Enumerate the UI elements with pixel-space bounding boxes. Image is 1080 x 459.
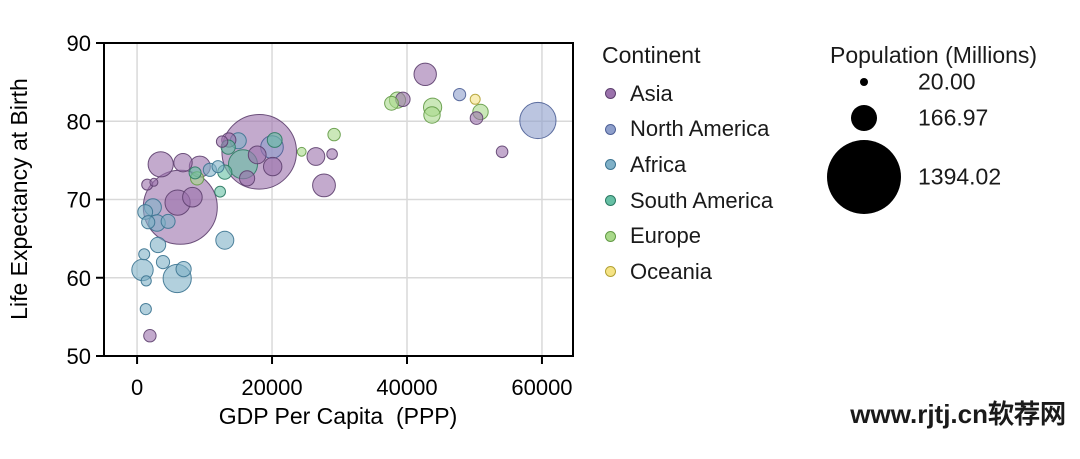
legend-swatch-oceania-icon	[605, 266, 616, 278]
data-point-south-america	[266, 132, 283, 148]
x-tick-label: 20000	[241, 375, 302, 400]
data-point-asia	[173, 153, 193, 173]
continent-legend-title: Continent	[602, 42, 701, 68]
data-point-asia	[143, 329, 157, 343]
x-tick-label: 40000	[376, 375, 437, 400]
legend-item-south-america: South America	[602, 183, 773, 219]
size-legend-dot-icon	[859, 77, 869, 87]
data-point-africa	[211, 160, 225, 174]
data-point-asia	[149, 177, 159, 187]
legend-swatch-europe-icon	[605, 230, 616, 242]
data-point-africa	[160, 213, 176, 229]
data-point-africa	[149, 236, 167, 254]
y-tick-label: 90	[67, 31, 91, 56]
data-point-asia	[312, 173, 336, 198]
data-point-africa	[155, 255, 171, 270]
legend-item-label: Europe	[630, 223, 701, 249]
data-point-oceania	[469, 93, 481, 105]
data-point-asia	[247, 145, 267, 165]
data-point-africa	[215, 230, 235, 250]
data-point-africa	[138, 248, 151, 261]
watermark-text: www.rjtj.cn软荐网	[850, 399, 1066, 429]
y-tick-label: 50	[67, 344, 91, 369]
y-tick-label: 60	[67, 266, 91, 291]
legend-item-label: South America	[630, 187, 774, 213]
data-point-asia	[263, 156, 283, 177]
legend-swatch-asia-icon	[605, 88, 616, 100]
legend-item-north-america: North America	[602, 112, 773, 148]
x-tick-label: 0	[131, 375, 143, 400]
y-axis-title: Life Expectancy at Birth	[6, 78, 32, 320]
legend-item-label: North America	[630, 116, 770, 142]
data-point-asia	[495, 145, 509, 159]
size-legend-title: Population (Millions)	[830, 42, 1038, 68]
data-point-asia	[182, 186, 203, 208]
data-point-asia	[147, 151, 174, 178]
data-point-south-america	[214, 185, 227, 198]
data-point-south-america	[188, 166, 202, 180]
legend-item-label: Asia	[630, 80, 673, 106]
y-tick-label: 80	[67, 109, 91, 134]
data-point-africa	[141, 215, 156, 230]
y-tick-label: 70	[67, 188, 91, 213]
data-point-africa	[175, 261, 192, 278]
scatter-plot: 0 20000 40000 60000 50 60 70 80 90 GDP Per Capit…	[6, 31, 574, 429]
data-point-asia	[215, 135, 229, 148]
data-points	[131, 62, 557, 343]
legend-swatch-north-america-icon	[605, 123, 616, 135]
continent-legend-items: Asia North America Africa South America Euro…	[602, 76, 773, 290]
x-tick-label: 60000	[511, 375, 572, 400]
legend-item-europe: Europe	[602, 218, 773, 254]
data-point-africa	[139, 303, 152, 316]
legend-item-africa: Africa	[602, 147, 773, 183]
data-point-asia	[413, 62, 437, 87]
size-legend-dot-icon	[851, 105, 877, 131]
legend-swatch-south-america-icon	[605, 195, 616, 207]
data-point-europe	[296, 146, 307, 157]
legend-item-label: Africa	[630, 151, 687, 177]
legend-item-label: Oceania	[630, 258, 712, 284]
data-point-asia	[469, 111, 484, 125]
legend-item-oceania: Oceania	[602, 254, 773, 290]
data-point-europe	[423, 106, 441, 124]
data-point-europe	[327, 127, 341, 142]
size-legend-value: 20.00	[918, 68, 976, 95]
size-legend-value: 166.97	[918, 104, 989, 131]
data-point-north-america	[453, 88, 467, 102]
axis-tick-labels: 0 20000 40000 60000 50 60 70 80 90	[67, 31, 573, 400]
data-point-europe	[384, 95, 399, 111]
data-point-asia	[326, 148, 338, 160]
legend-item-asia: Asia	[602, 76, 773, 112]
size-legend-dot-icon	[826, 139, 902, 215]
data-point-asia	[306, 147, 326, 166]
data-point-asia	[239, 170, 256, 187]
legend-swatch-africa-icon	[605, 159, 616, 171]
size-legend-value: 1394.02	[918, 163, 1002, 190]
continent-legend: Continent Asia North America Africa South A…	[602, 30, 773, 290]
data-point-north-america	[519, 101, 557, 140]
axis-ticks	[96, 42, 543, 364]
data-point-africa	[140, 275, 152, 287]
population-size-legend: Population (Millions) 20.00 166.97 1394.02	[826, 30, 1080, 270]
x-axis-title: GDP Per Capita (PPP)	[219, 403, 458, 429]
